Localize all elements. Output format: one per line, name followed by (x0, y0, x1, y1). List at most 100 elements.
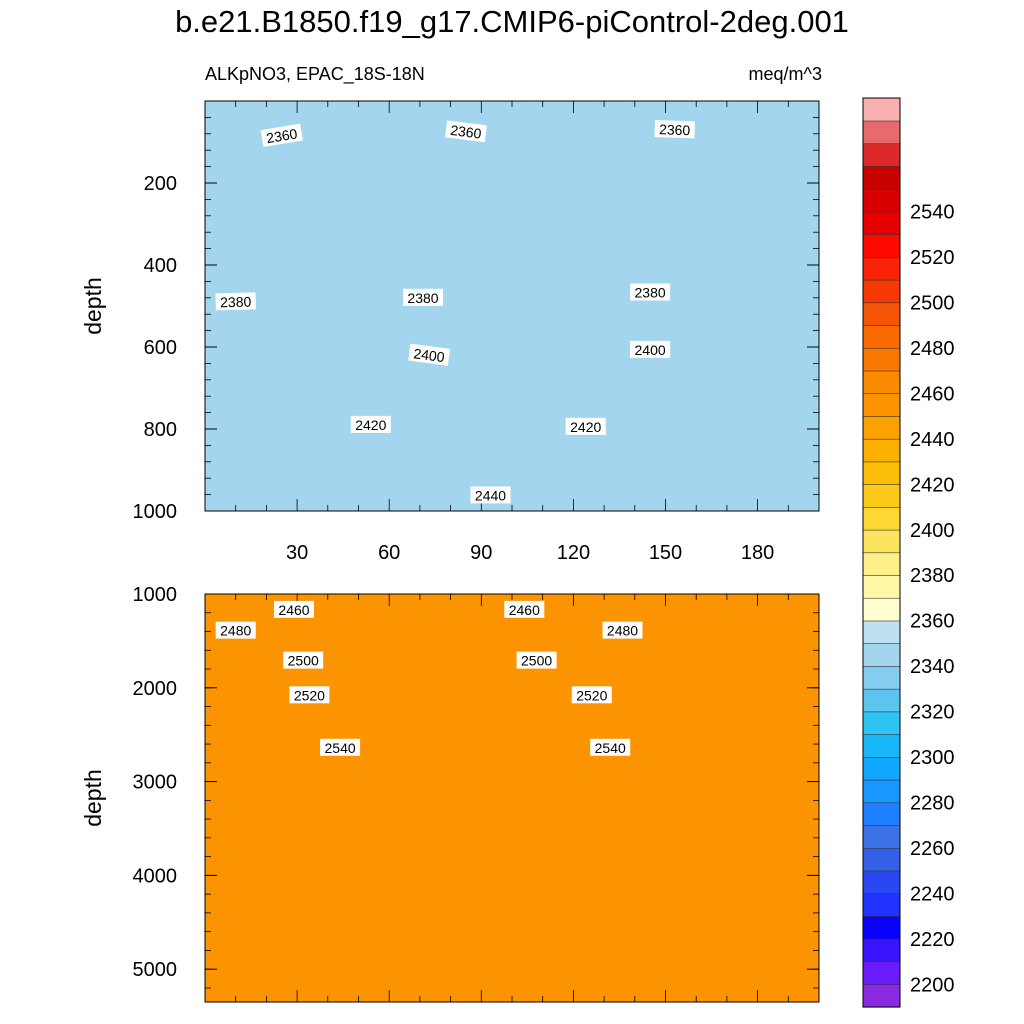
contour-label: 2520 (289, 686, 330, 704)
contour-label: 2500 (516, 651, 557, 669)
contour-label-box (504, 600, 545, 618)
colorbar-swatch-2550 (862, 165, 901, 190)
colorbar-swatch-2260 (862, 824, 901, 849)
colorbar-swatch-2420 (862, 461, 901, 485)
contour-label: 2380 (403, 288, 443, 306)
contour-label-box (630, 340, 671, 358)
contour-label-box (350, 415, 391, 433)
colorbar-swatch-2490 (862, 302, 901, 326)
colorbar-swatch-2410 (862, 484, 901, 508)
y-tick-label: 200 (144, 173, 177, 195)
colorbar-swatch-2500 (862, 279, 901, 304)
colorbar-swatch-2350 (862, 620, 901, 644)
x-tick-label: 60 (378, 542, 400, 564)
contour-label: 2360 (260, 123, 303, 147)
y-tick-label: 5000 (133, 959, 178, 981)
colorbar-tick-label: 2260 (910, 838, 955, 860)
colorbar-swatch-2300 (862, 733, 901, 758)
contour-label: 2480 (602, 621, 643, 639)
colorbar-swatch-2450 (862, 393, 901, 417)
x-tick-label: 90 (470, 542, 492, 564)
colorbar-tick-label: 2520 (910, 247, 955, 269)
contour-band-2340 (205, 101, 819, 511)
contour-label-text: 2480 (607, 623, 638, 639)
contour-label: 2420 (565, 417, 606, 435)
contour-label-box (215, 621, 256, 639)
colorbar-tick-label: 2400 (910, 520, 955, 542)
colorbar-swatch-2380 (862, 552, 901, 576)
contour-label-text: 2480 (220, 623, 251, 639)
contour-label-box (260, 123, 303, 147)
colorbar-tick-label: 2540 (910, 202, 955, 224)
y-tick-label: 1000 (133, 584, 178, 606)
contour-label-box (215, 292, 256, 311)
x-tick-label: 150 (649, 542, 682, 564)
contour-label-text: 2400 (635, 342, 666, 358)
colorbar-swatch-2400 (862, 506, 901, 531)
contour-label-box (320, 738, 361, 756)
contour-label-box (283, 651, 324, 669)
contour-label: 2420 (350, 415, 391, 433)
colorbar-tick-label: 2300 (910, 747, 955, 769)
colorbar-swatch-2290 (862, 756, 901, 781)
colorbar-swatch-2480 (862, 324, 901, 349)
colorbar-swatch-2370 (862, 574, 901, 599)
contour-label: 2460 (274, 600, 314, 618)
colorbar-tick-label: 2200 (910, 974, 955, 996)
x-tick-label: 30 (286, 542, 308, 564)
contour-label: 2380 (215, 292, 256, 311)
contour-label: 2460 (504, 600, 545, 618)
contour-label: 2480 (215, 621, 256, 639)
colorbar-swatch-2440 (862, 415, 901, 440)
contour-label: 2540 (590, 738, 631, 756)
colorbar-swatch-2390 (862, 529, 901, 554)
lower-depth-panel: 1000 2000 3000 4000 5000 depth 2460 2460 2480 248… (80, 584, 820, 1003)
contour-band-2450 (205, 594, 819, 1002)
contour-label: 2380 (630, 283, 671, 301)
contour-label-text: 2460 (509, 602, 540, 618)
contour-label-text: 2360 (659, 121, 691, 138)
colorbar-tick-label: 2220 (910, 929, 955, 951)
colorbar-swatch-2510 (862, 256, 901, 281)
contour-label: 2500 (283, 651, 324, 669)
y-tick-label: 4000 (133, 865, 178, 887)
subtitle-units: meq/m^3 (748, 64, 822, 84)
colorbar-tick-label: 2380 (910, 565, 955, 587)
colorbar-swatch-2530 (862, 211, 901, 235)
colorbar-swatch-2200 (862, 961, 901, 985)
contour-label-text: 2520 (294, 687, 325, 703)
colorbar-swatch-2340 (862, 643, 901, 667)
contour-label-box (289, 686, 330, 704)
contour-label-box (274, 600, 314, 618)
colorbar-swatch-2240 (862, 870, 901, 894)
contour-label-text: 2540 (325, 740, 356, 756)
colorbar-swatch-2430 (862, 438, 901, 463)
colorbar-tick-label: 2240 (910, 883, 955, 905)
colorbar-swatch-2280 (862, 779, 901, 804)
colorbar-swatch-2580 (862, 97, 901, 122)
x-tick-label: 180 (741, 542, 774, 564)
colorbar-tick-label: 2360 (910, 611, 955, 633)
contour-label-text: 2360 (449, 122, 482, 142)
colorbar-swatch-2220 (862, 915, 901, 940)
contour-label: 2400 (630, 340, 671, 358)
contour-label-text: 2380 (635, 285, 666, 301)
colorbar-tick-label: 2500 (910, 293, 955, 315)
contour-label-text: 2460 (278, 602, 309, 618)
y-axis-label: depth (80, 277, 106, 335)
contour-label-text: 2440 (475, 487, 506, 503)
y-tick-label: 600 (144, 337, 177, 359)
contour-label-text: 2400 (413, 345, 446, 365)
colorbar: 2200 2220 2240 2260 2280 2300 2320 2340 2360 2380… (862, 97, 955, 1008)
colorbar-tick-label: 2460 (910, 383, 955, 405)
colorbar-swatch-2190 (862, 983, 901, 1008)
colorbar-tick-label: 2440 (910, 429, 955, 451)
colorbar-swatch-2540 (862, 188, 901, 213)
contour-label-box (403, 288, 443, 306)
contour-label-box (516, 651, 557, 669)
contour-label-text: 2420 (570, 419, 601, 435)
colorbar-tick-label: 2420 (910, 474, 955, 496)
colorbar-tick-label: 2320 (910, 702, 955, 724)
contour-label-box (654, 120, 695, 139)
